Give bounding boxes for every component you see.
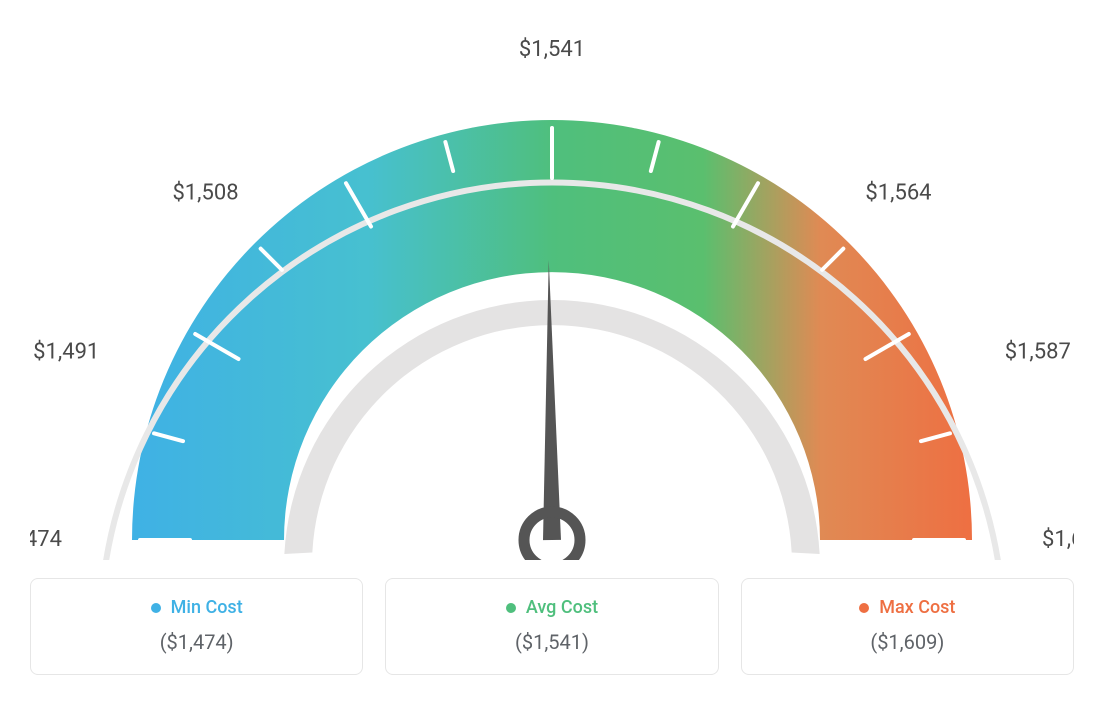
legend-card-avg: Avg Cost ($1,541) — [385, 578, 718, 675]
legend-dot-max — [859, 603, 869, 613]
svg-text:$1,541: $1,541 — [519, 37, 585, 62]
cost-gauge-chart: $1,474 $1,491 $1,508 $1,541 $1,564 $1,587 $1,6… — [30, 30, 1074, 560]
legend-value-max: ($1,609) — [742, 630, 1073, 654]
svg-text:$1,474: $1,474 — [30, 527, 62, 552]
legend-label-max: Max Cost — [859, 597, 955, 618]
legend-text-min: Min Cost — [171, 597, 243, 618]
svg-text:$1,587: $1,587 — [1005, 339, 1071, 364]
svg-text:$1,609: $1,609 — [1042, 527, 1074, 552]
legend-text-max: Max Cost — [879, 597, 955, 618]
legend-dot-min — [151, 603, 161, 613]
gauge-svg: $1,474 $1,491 $1,508 $1,541 $1,564 $1,587 $1,6… — [30, 30, 1074, 560]
legend-card-max: Max Cost ($1,609) — [741, 578, 1074, 675]
legend-dot-avg — [506, 603, 516, 613]
svg-text:$1,564: $1,564 — [865, 180, 931, 205]
svg-text:$1,491: $1,491 — [33, 339, 99, 364]
legend-label-min: Min Cost — [151, 597, 243, 618]
legend-text-avg: Avg Cost — [526, 597, 598, 618]
legend-label-avg: Avg Cost — [506, 597, 598, 618]
legend-value-avg: ($1,541) — [386, 630, 717, 654]
legend-value-min: ($1,474) — [31, 630, 362, 654]
legend-row: Min Cost ($1,474) Avg Cost ($1,541) Max … — [30, 578, 1074, 675]
legend-card-min: Min Cost ($1,474) — [30, 578, 363, 675]
svg-text:$1,508: $1,508 — [172, 180, 238, 205]
